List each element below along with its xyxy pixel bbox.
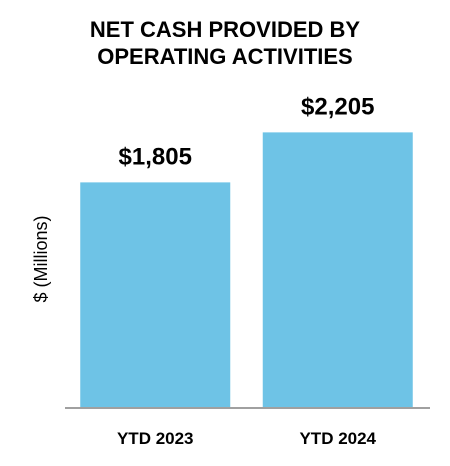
category-labels-group: YTD 2023 YTD 2024 — [117, 429, 377, 448]
chart-title-line-1: NET CASH PROVIDED BY — [89, 17, 361, 42]
category-label-2: YTD 2024 — [299, 429, 376, 448]
chart-title: NET CASH PROVIDED BY OPERATING ACTIVITIE… — [0, 16, 450, 70]
category-label-1: YTD 2023 — [117, 429, 194, 448]
value-label-2: $2,205 — [301, 93, 374, 120]
bars-group — [80, 132, 413, 408]
bar-2 — [262, 132, 413, 408]
y-axis-label: $ (Millions) — [31, 215, 51, 302]
bar-1 — [80, 182, 231, 408]
value-label-1: $1,805 — [119, 143, 192, 170]
chart-title-line-2: OPERATING ACTIVITIES — [97, 44, 353, 69]
value-labels-group: $1,805 $2,205 — [119, 93, 375, 170]
